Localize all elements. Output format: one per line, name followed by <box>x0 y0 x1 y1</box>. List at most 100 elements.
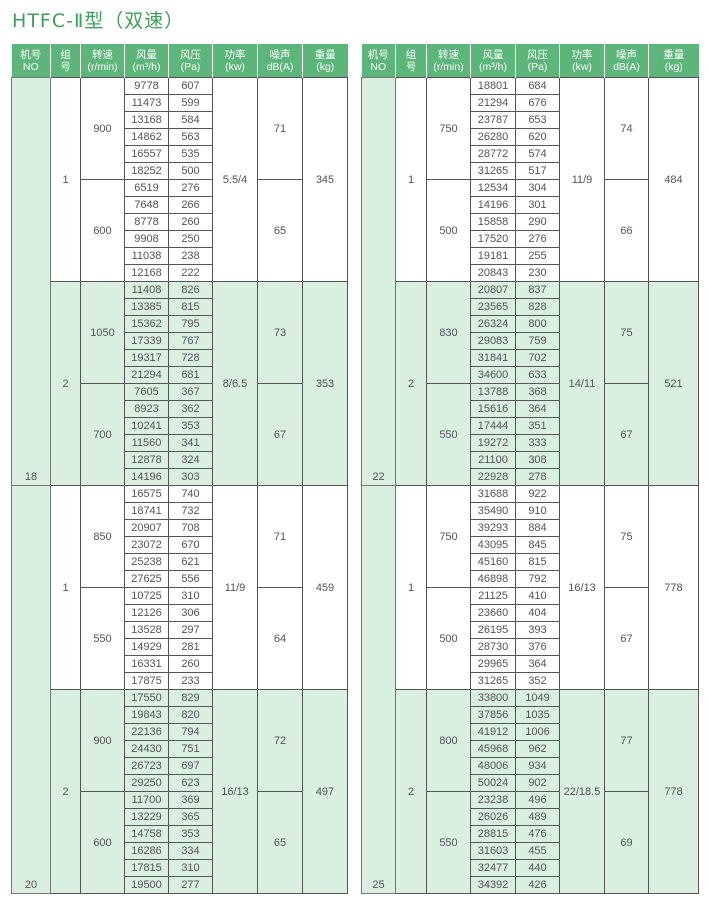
pressure-cell: 759 <box>515 332 560 350</box>
table-row: 16286 334 <box>12 842 348 860</box>
table-row: 11560 341 <box>12 434 348 452</box>
speed-cell: 500 <box>426 179 471 282</box>
airflow-cell: 16557 <box>124 145 169 163</box>
pressure-cell: 306 <box>168 604 213 622</box>
header-group-no: 组号 <box>50 44 81 78</box>
pressure-cell: 369 <box>168 791 213 809</box>
power-cell: 11/9 <box>559 77 605 282</box>
airflow-cell: 17339 <box>124 332 169 350</box>
airflow-cell: 26195 <box>470 621 516 639</box>
header-weight: 重量 (kg) <box>648 44 699 78</box>
header-line: (r/min) <box>433 60 464 73</box>
airflow-cell: 11408 <box>124 281 169 299</box>
airflow-cell: 29965 <box>470 655 516 673</box>
header-line: 风量 <box>482 48 504 61</box>
power-cell: 16/13 <box>559 485 605 690</box>
pressure-cell: 352 <box>515 672 560 690</box>
pressure-cell: 308 <box>515 451 560 469</box>
airflow-cell: 20807 <box>470 281 516 299</box>
table-row: 26324 800 <box>362 315 699 333</box>
airflow-cell: 14758 <box>124 825 169 843</box>
airflow-cell: 17875 <box>124 672 169 690</box>
airflow-cell: 29083 <box>470 332 516 350</box>
pressure-cell: 440 <box>515 859 560 877</box>
table-row: 20843 230 <box>362 264 699 282</box>
airflow-cell: 22928 <box>470 468 516 486</box>
header-airflow: 风量 (m³/h) <box>470 44 516 78</box>
speed-cell: 550 <box>426 791 471 894</box>
airflow-cell: 43095 <box>470 536 516 554</box>
pressure-cell: 535 <box>168 145 213 163</box>
airflow-cell: 19843 <box>124 706 169 724</box>
header-airflow: 风量 (m³/h) <box>124 44 169 78</box>
noise-cell: 66 <box>604 179 649 282</box>
airflow-cell: 6519 <box>124 179 169 197</box>
pressure-cell: 620 <box>515 128 560 146</box>
pressure-cell: 563 <box>168 128 213 146</box>
header-line: 机号 <box>20 48 42 61</box>
header-noise: 噪声 dB(A) <box>604 44 649 78</box>
header-line: 重量 <box>663 48 685 61</box>
pressure-cell: 826 <box>168 281 213 299</box>
header-group-no: 组号 <box>395 44 427 78</box>
weight-cell: 353 <box>302 281 348 486</box>
pressure-cell: 556 <box>168 570 213 588</box>
pressure-cell: 367 <box>168 383 213 401</box>
airflow-cell: 24430 <box>124 740 169 758</box>
noise-cell: 74 <box>604 77 649 180</box>
table-row: 28815 476 <box>362 825 699 843</box>
table-row: 22928 278 <box>362 468 699 486</box>
table-row: 17339 767 <box>12 332 348 350</box>
pressure-cell: 260 <box>168 655 213 673</box>
power-cell: 16/13 <box>212 689 258 894</box>
pressure-cell: 621 <box>168 553 213 571</box>
header-machine-no: 机号 NO <box>11 44 51 78</box>
airflow-cell: 31265 <box>470 162 516 180</box>
pressure-cell: 767 <box>168 332 213 350</box>
airflow-cell: 32477 <box>470 859 516 877</box>
table-row: 15858 290 <box>362 213 699 231</box>
airflow-cell: 19181 <box>470 247 516 265</box>
airflow-cell: 11473 <box>124 94 169 112</box>
airflow-cell: 31265 <box>470 672 516 690</box>
pressure-cell: 364 <box>515 655 560 673</box>
pressure-cell: 845 <box>515 536 560 554</box>
table-row: 31603 455 <box>362 842 699 860</box>
header-line: dB(A) <box>266 60 294 73</box>
pressure-cell: 922 <box>515 485 560 503</box>
table-row: 25238 621 <box>12 553 348 571</box>
group-cell: 2 <box>395 689 427 894</box>
airflow-cell: 31603 <box>470 842 516 860</box>
header-line: 风压 <box>527 48 548 61</box>
header-line: 号 <box>60 60 71 73</box>
pressure-cell: 910 <box>515 502 560 520</box>
airflow-cell: 23238 <box>470 791 516 809</box>
noise-cell: 64 <box>257 587 303 690</box>
pressure-cell: 653 <box>515 111 560 129</box>
pressure-cell: 290 <box>515 213 560 231</box>
group-cell: 2 <box>50 689 81 894</box>
pressure-cell: 364 <box>515 400 560 418</box>
table-row: 25 1 750 31688 922 16/13 75 778 <box>361 485 699 894</box>
header-pressure: 风压 (Pa) <box>515 44 560 78</box>
table-row: 9908 250 <box>12 230 348 248</box>
pressure-cell: 815 <box>515 553 560 571</box>
airflow-cell: 12168 <box>124 264 169 282</box>
airflow-cell: 34600 <box>470 366 516 384</box>
airflow-cell: 50024 <box>470 774 516 792</box>
table-row: 8778 260 <box>12 213 348 231</box>
airflow-cell: 8923 <box>124 400 169 418</box>
header-line: (kg) <box>664 60 683 73</box>
airflow-cell: 46898 <box>470 570 516 588</box>
table-row: 2 1050 11408 826 8/6.5 73 353 <box>12 281 348 486</box>
speed-cell: 600 <box>80 791 125 894</box>
table-row: 29083 759 <box>362 332 699 350</box>
airflow-cell: 12878 <box>124 451 169 469</box>
airflow-cell: 12126 <box>124 604 169 622</box>
airflow-cell: 14862 <box>124 128 169 146</box>
table-row: 13229 365 <box>12 808 348 826</box>
airflow-cell: 11700 <box>124 791 169 809</box>
noise-cell: 69 <box>604 791 649 894</box>
group-cell: 1 <box>50 77 81 282</box>
header-line: 组 <box>405 48 417 61</box>
